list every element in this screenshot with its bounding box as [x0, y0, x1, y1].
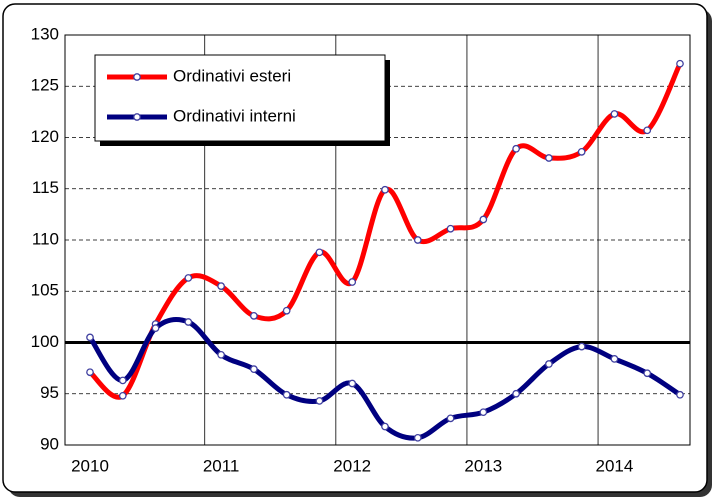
point-marker [644, 127, 650, 133]
chart: 90 95 100 105 110 115 120 125 130 2010 2011 2012 201… [0, 0, 720, 503]
y-tick-label: 90 [40, 434, 59, 453]
point-marker [447, 415, 453, 421]
point-marker [546, 361, 552, 367]
point-marker [185, 275, 191, 281]
point-marker [611, 356, 617, 362]
point-marker [415, 435, 421, 441]
y-tick-label: 105 [31, 281, 59, 300]
point-marker [382, 423, 388, 429]
point-marker [677, 61, 683, 67]
y-tick-label: 95 [40, 383, 59, 402]
point-marker [283, 392, 289, 398]
point-marker [251, 313, 257, 319]
page: {"chart_data": {"type": "line", "categor… [0, 0, 720, 503]
point-marker [185, 319, 191, 325]
point-marker [120, 393, 126, 399]
point-marker [578, 343, 584, 349]
point-marker [611, 111, 617, 117]
point-marker [283, 308, 289, 314]
point-marker [677, 392, 683, 398]
y-tick-label: 130 [31, 24, 59, 43]
legend-label: Ordinativi interni [173, 106, 296, 125]
x-tick-label: 2010 [71, 456, 109, 475]
y-tick-label: 110 [32, 229, 59, 248]
point-marker [87, 334, 93, 340]
x-tick-label: 2011 [203, 456, 240, 475]
y-tick-label: 125 [31, 76, 59, 95]
point-marker [316, 249, 322, 255]
y-tick-label: 120 [31, 127, 59, 146]
point-marker [152, 325, 158, 331]
y-tick-label: 115 [32, 178, 59, 197]
point-marker [644, 370, 650, 376]
point-marker [578, 149, 584, 155]
point-marker [447, 226, 453, 232]
point-marker [480, 216, 486, 222]
point-marker [218, 283, 224, 289]
point-marker [513, 146, 519, 152]
legend-marker [134, 74, 140, 80]
x-tick-label: 2013 [464, 456, 502, 475]
point-marker [87, 369, 93, 375]
point-marker [382, 187, 388, 193]
point-marker [251, 366, 257, 372]
point-marker [480, 409, 486, 415]
legend-marker [134, 114, 140, 120]
point-marker [349, 279, 355, 285]
point-marker [349, 380, 355, 386]
point-marker [546, 155, 552, 161]
x-tick-label: 2014 [596, 456, 634, 475]
point-marker [218, 352, 224, 358]
point-marker [316, 398, 322, 404]
point-marker [120, 377, 126, 383]
point-marker [415, 237, 421, 243]
x-tick-label: 2012 [333, 456, 371, 475]
legend-label: Ordinativi esteri [173, 66, 291, 85]
y-tick-label: 100 [31, 332, 59, 351]
point-marker [513, 391, 519, 397]
